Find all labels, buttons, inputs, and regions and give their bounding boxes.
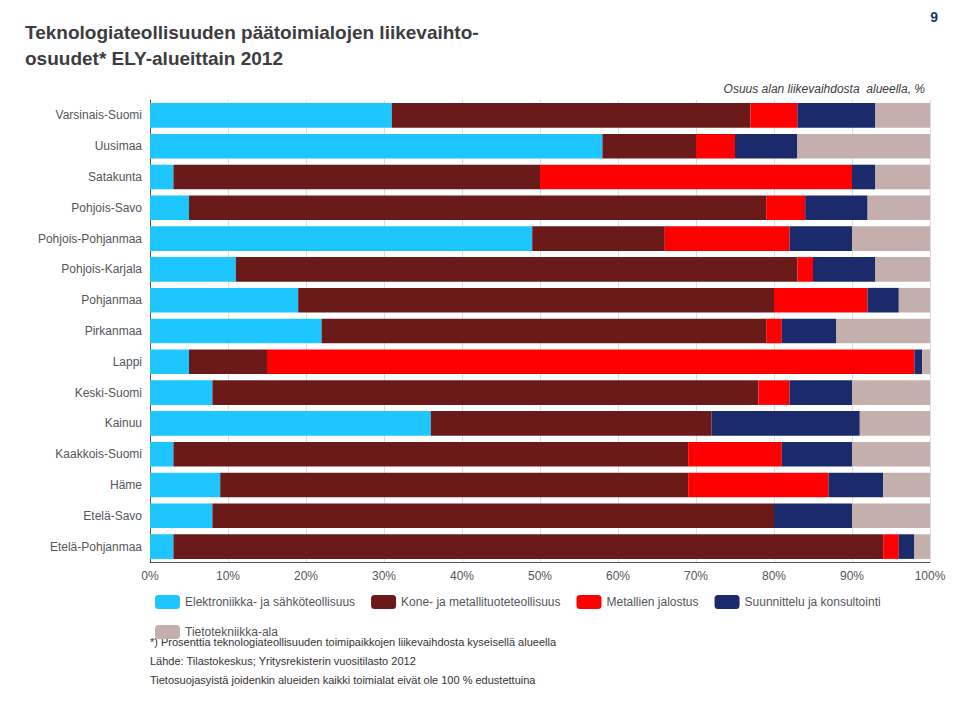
svg-text:30%: 30% bbox=[372, 569, 396, 583]
svg-text:Suunnittelu ja konsultointi: Suunnittelu ja konsultointi bbox=[745, 595, 881, 609]
svg-text:Pohjanmaa: Pohjanmaa bbox=[81, 293, 142, 307]
svg-text:Pohjois-Karjala: Pohjois-Karjala bbox=[61, 262, 142, 276]
svg-text:Keski-Suomi: Keski-Suomi bbox=[75, 386, 142, 400]
svg-text:90%: 90% bbox=[840, 569, 864, 583]
svg-text:Tietosuojasyistä joidenkin alu: Tietosuojasyistä joidenkin alueiden kaik… bbox=[150, 674, 536, 686]
svg-text:9: 9 bbox=[930, 9, 938, 25]
svg-text:osuudet* ELY-alueittain 2012: osuudet* ELY-alueittain 2012 bbox=[25, 48, 283, 69]
svg-text:Elektroniikka- ja sähköteollis: Elektroniikka- ja sähköteollisuus bbox=[185, 595, 355, 609]
svg-text:Satakunta: Satakunta bbox=[88, 170, 142, 184]
svg-text:Uusimaa: Uusimaa bbox=[95, 139, 143, 153]
svg-text:60%: 60% bbox=[606, 569, 630, 583]
svg-text:Pirkanmaa: Pirkanmaa bbox=[85, 324, 143, 338]
svg-text:Kainuu: Kainuu bbox=[105, 416, 142, 430]
svg-text:Tietotekniikka-ala: Tietotekniikka-ala bbox=[185, 625, 278, 639]
svg-text:Pohjois-Savo: Pohjois-Savo bbox=[71, 201, 142, 215]
svg-text:Kaakkois-Suomi: Kaakkois-Suomi bbox=[55, 447, 142, 461]
svg-text:Varsinais-Suomi: Varsinais-Suomi bbox=[56, 108, 142, 122]
svg-text:Häme: Häme bbox=[110, 478, 142, 492]
svg-text:70%: 70% bbox=[684, 569, 708, 583]
svg-text:Etelä-Savo: Etelä-Savo bbox=[83, 509, 142, 523]
svg-text:40%: 40% bbox=[450, 569, 474, 583]
svg-text:Pohjois-Pohjanmaa: Pohjois-Pohjanmaa bbox=[38, 232, 142, 246]
svg-text:0%: 0% bbox=[141, 569, 159, 583]
svg-text:Etelä-Pohjanmaa: Etelä-Pohjanmaa bbox=[50, 540, 142, 554]
svg-text:Osuus alan liikevaihdosta alu: Osuus alan liikevaihdosta alueella, % bbox=[724, 82, 926, 96]
svg-text:Teknologiateollisuuden päätoim: Teknologiateollisuuden päätoimialojen li… bbox=[25, 22, 479, 43]
svg-text:Lähde: Tilastokeskus; Yritysre: Lähde: Tilastokeskus; Yritysrekisterin v… bbox=[150, 655, 416, 667]
svg-text:50%: 50% bbox=[528, 569, 552, 583]
svg-text:*) Prosenttia teknologiateolli: *) Prosenttia teknologiateollisuuden toi… bbox=[150, 635, 556, 648]
svg-text:100%: 100% bbox=[915, 569, 946, 583]
svg-text:80%: 80% bbox=[762, 569, 786, 583]
svg-text:Lappi: Lappi bbox=[113, 355, 142, 369]
svg-text:10%: 10% bbox=[216, 569, 240, 583]
svg-text:Kone- ja metallituoteteollisuu: Kone- ja metallituoteteollisuus bbox=[401, 595, 560, 609]
svg-text:Metallien jalostus: Metallien jalostus bbox=[607, 595, 699, 609]
svg-text:20%: 20% bbox=[294, 569, 318, 583]
